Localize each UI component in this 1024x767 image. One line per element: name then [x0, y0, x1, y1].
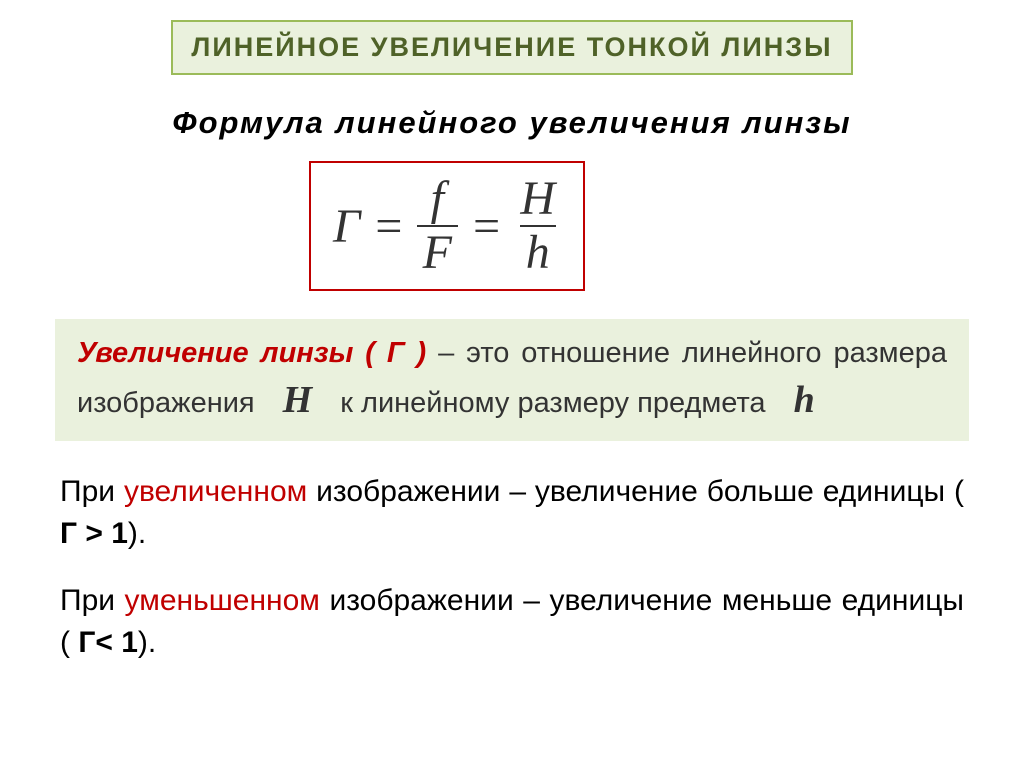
p1-cond: Г > 1	[60, 517, 128, 550]
p2-end: ).	[138, 626, 156, 659]
definition-var-h: h	[794, 379, 815, 421]
definition-box: Увеличение линзы ( Г ) – это отношение л…	[55, 319, 969, 441]
frac2-num: H	[514, 175, 561, 225]
formula-lhs: Г	[333, 199, 360, 254]
definition-var-H: H	[283, 379, 313, 421]
formula-eq1: =	[372, 199, 404, 254]
definition-body2: к линейному размеру предмета	[332, 387, 773, 419]
paragraph-reduced: При уменьшенном изображении – увеличение…	[55, 580, 969, 664]
page-title: ЛИНЕЙНОЕ УВЕЛИЧЕНИЕ ТОНКОЙ ЛИНЗЫ	[191, 32, 832, 62]
paragraph-enlarged: При увеличенном изображении – увеличение…	[55, 471, 969, 555]
frac1-den: F	[417, 225, 458, 277]
formula-frac2: H h	[514, 175, 561, 277]
p1-post: изображении – увеличение больше единицы …	[307, 475, 964, 508]
frac2-den: h	[520, 225, 556, 277]
formula-box: Г = f F = H h	[309, 161, 585, 291]
formula-frac1: f F	[417, 175, 458, 277]
p2-pre: При	[60, 584, 125, 617]
definition-term: Увеличение линзы ( Г )	[77, 337, 426, 369]
p1-pre: При	[60, 475, 124, 508]
frac1-num: f	[425, 175, 450, 225]
p1-highlight: увеличенном	[124, 475, 307, 508]
title-banner: ЛИНЕЙНОЕ УВЕЛИЧЕНИЕ ТОНКОЙ ЛИНЗЫ	[171, 20, 852, 75]
subtitle: Формула линейного увеличения линзы	[55, 105, 969, 141]
p2-cond: Г< 1	[78, 626, 138, 659]
p1-end: ).	[128, 517, 146, 550]
p2-highlight: уменьшенном	[125, 584, 320, 617]
formula-container: Г = f F = H h	[0, 161, 969, 291]
formula-eq2: =	[470, 199, 502, 254]
definition-dash: –	[426, 337, 466, 369]
